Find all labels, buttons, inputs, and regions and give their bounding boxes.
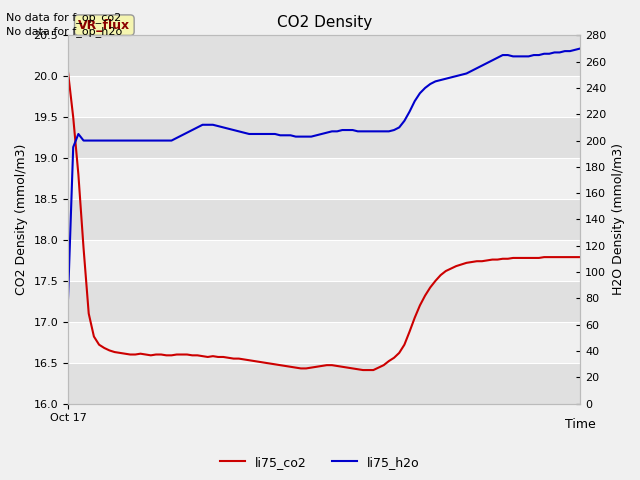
Text: No data for f_op_co2: No data for f_op_co2 — [6, 12, 122, 23]
Bar — [68, 281, 580, 322]
Bar — [68, 36, 580, 76]
Text: VR_flux: VR_flux — [78, 19, 131, 32]
Bar — [68, 117, 580, 158]
Bar — [68, 240, 580, 281]
Text: No data for f_op_h2o: No data for f_op_h2o — [6, 26, 123, 37]
Bar — [68, 199, 580, 240]
Y-axis label: CO2 Density (mmol/m3): CO2 Density (mmol/m3) — [15, 144, 28, 295]
Bar — [68, 322, 580, 363]
X-axis label: Time: Time — [565, 419, 596, 432]
Y-axis label: H2O Density (mmol/m3): H2O Density (mmol/m3) — [612, 144, 625, 296]
Title: CO2 Density: CO2 Density — [276, 15, 372, 30]
Bar — [68, 363, 580, 404]
Bar — [68, 158, 580, 199]
Bar — [68, 76, 580, 117]
Legend: li75_co2, li75_h2o: li75_co2, li75_h2o — [215, 451, 425, 474]
